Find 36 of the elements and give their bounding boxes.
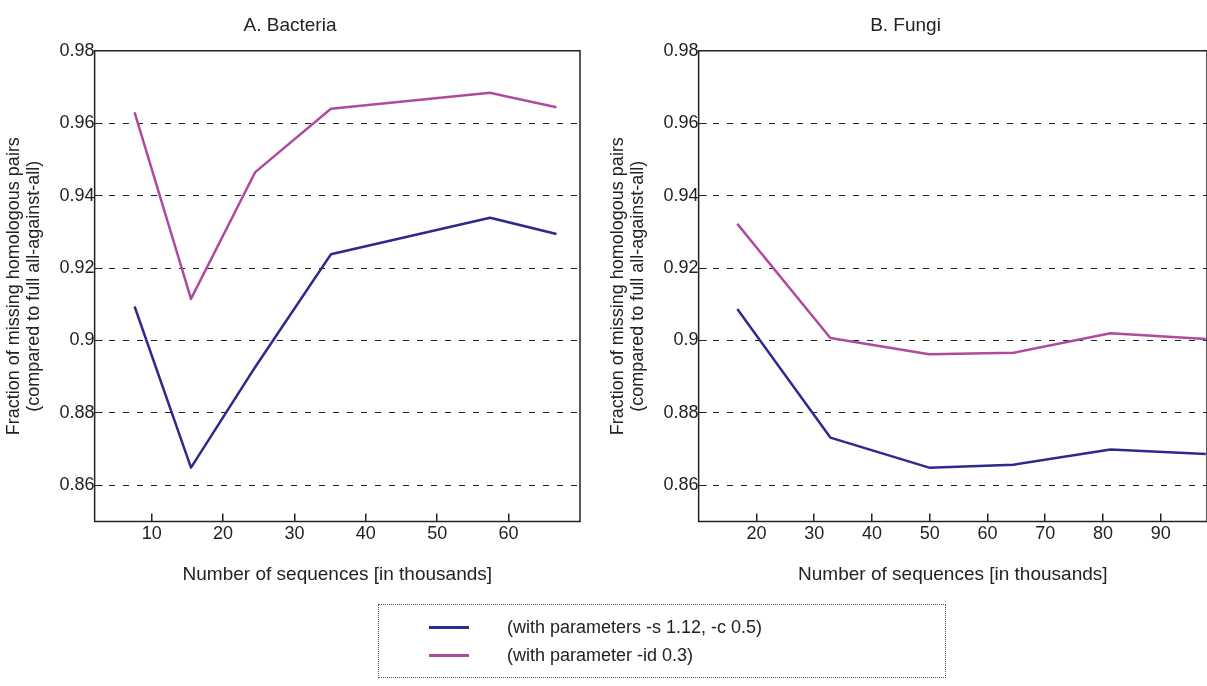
y-tick-label: 0.88 [663,401,699,422]
y-tick-label: 0.86 [663,474,699,495]
x-tick-label: 30 [284,523,305,544]
y-tick-label: 0.96 [663,112,699,133]
x-axis-title: Number of sequences [in thousands] [182,562,493,584]
x-axis-title: Number of sequences [in thousands] [798,562,1108,584]
x-tick-label: 20 [213,523,234,544]
x-tick-label: 20 [746,523,767,544]
y-tick-label: 0.88 [59,401,95,422]
x-tick-label: 90 [1150,523,1171,544]
y-tick-label: 0.92 [59,257,95,278]
x-tick-label: 50 [919,523,940,544]
chart-title: B. Fungi [870,13,941,35]
y-axis-title: Fraction of missing homologous pairs (compared to full all-against-all) [606,137,647,436]
y-tick-label: 0.9 [69,329,95,350]
y-axis-title: Fraction of missing homologous pairs (compared to full all-against-all) [2,137,43,436]
x-tick-label: 40 [355,523,376,544]
y-tick-label: 0.9 [673,329,699,350]
x-tick-label: 70 [1035,523,1056,544]
legend-label: (with parameter -id 0.3) [507,644,694,666]
x-tick-label: 60 [498,523,519,544]
x-tick-label: 40 [861,523,882,544]
x-tick-label: 50 [427,523,448,544]
x-tick-label: 30 [804,523,825,544]
legend-label: (with parameters -s 1.12, -c 0.5) [507,616,763,638]
chart-title: A. Bacteria [243,13,337,35]
x-tick-label: 10 [141,523,162,544]
y-tick-label: 0.96 [59,112,95,133]
y-tick-label: 0.92 [663,257,699,278]
y-tick-label: 0.98 [663,39,699,60]
y-tick-label: 0.98 [59,39,95,60]
x-tick-label: 60 [977,523,998,544]
y-tick-label: 0.94 [663,184,699,205]
y-tick-label: 0.86 [59,474,95,495]
x-tick-label: 80 [1093,523,1114,544]
y-tick-label: 0.94 [59,184,95,205]
